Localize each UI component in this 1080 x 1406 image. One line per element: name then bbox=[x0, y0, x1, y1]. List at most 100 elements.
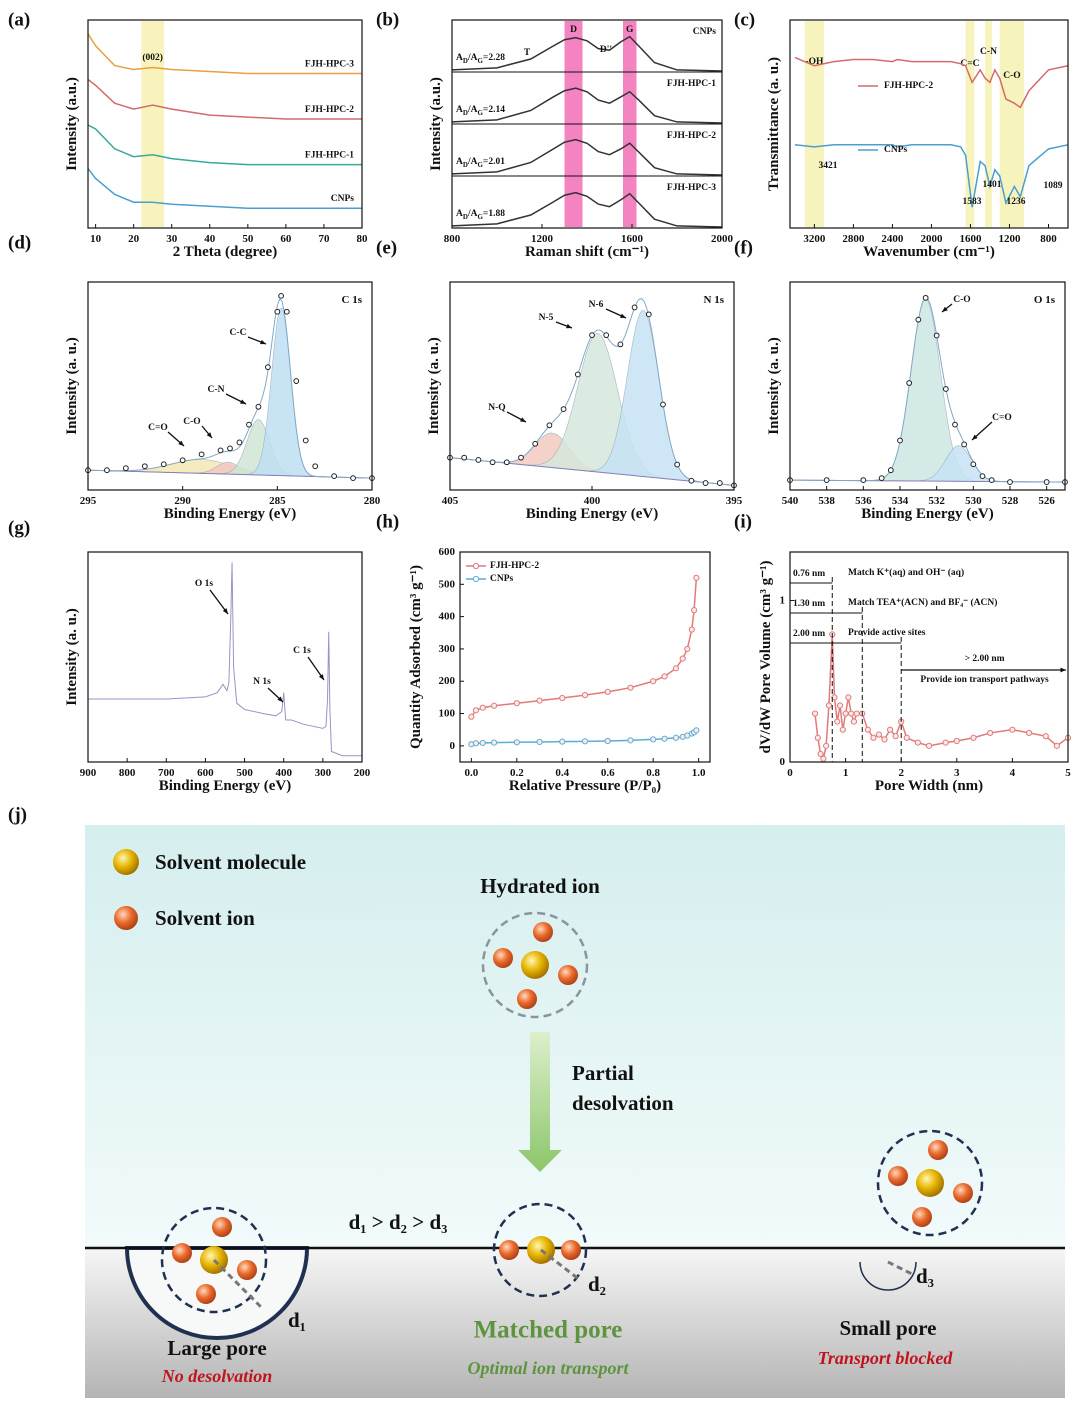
data-point bbox=[1053, 742, 1060, 749]
x-tick-label: 1.0 bbox=[692, 767, 706, 779]
data-point bbox=[922, 294, 929, 301]
legend-marker bbox=[472, 575, 480, 583]
ratio-part: D bbox=[463, 57, 468, 65]
annotation: 3421 bbox=[819, 161, 838, 171]
plot-frame bbox=[789, 19, 1069, 229]
chart-title: C 1s bbox=[342, 294, 363, 306]
diameter-line bbox=[540, 1248, 581, 1282]
marker-label: 0.76 nm bbox=[793, 569, 825, 579]
data-point bbox=[559, 694, 566, 702]
series-line bbox=[87, 78, 362, 120]
data-point bbox=[839, 726, 846, 733]
data-point bbox=[490, 702, 498, 709]
pore-note: No desolvation bbox=[161, 1366, 273, 1386]
data-point bbox=[716, 480, 723, 486]
data-point bbox=[674, 461, 681, 468]
annotation: N 1s bbox=[253, 677, 271, 687]
series-label: FJH-HPC-3 bbox=[667, 183, 716, 193]
x-tick-label: 60 bbox=[280, 233, 292, 245]
x-tick-label: 2400 bbox=[881, 233, 904, 245]
series-label: CNPs bbox=[490, 574, 514, 584]
ratio-part: = bbox=[483, 157, 488, 167]
data-point bbox=[179, 457, 186, 464]
data-point bbox=[581, 692, 589, 699]
plot-frame bbox=[87, 19, 363, 229]
y-tick-label: 100 bbox=[439, 708, 456, 720]
solvation-shell bbox=[876, 1129, 984, 1237]
series-line bbox=[87, 124, 362, 166]
data-point bbox=[878, 475, 885, 482]
data-point bbox=[160, 461, 167, 468]
data-point bbox=[198, 451, 205, 458]
data-point bbox=[513, 700, 520, 707]
data-point bbox=[536, 697, 543, 704]
data-point bbox=[513, 739, 520, 746]
data-point bbox=[472, 707, 480, 714]
arrow-head bbox=[222, 608, 228, 614]
data-point bbox=[952, 421, 958, 428]
x-tick-label: 30 bbox=[166, 233, 178, 245]
peak-label: C-O bbox=[953, 295, 970, 305]
band-label: -OH bbox=[805, 57, 824, 67]
data-point bbox=[532, 440, 539, 447]
arrow-head bbox=[206, 432, 212, 438]
x-axis-label: 2 Theta (degree) bbox=[173, 244, 277, 260]
x-tick-label: 395 bbox=[726, 495, 743, 507]
pore-note: Transport blocked bbox=[818, 1348, 954, 1368]
series-line bbox=[87, 33, 362, 75]
series-line bbox=[451, 138, 723, 176]
data-point bbox=[312, 463, 319, 470]
chart-title: N 1s bbox=[704, 294, 725, 306]
data-point bbox=[970, 734, 977, 741]
x-tick-label: 280 bbox=[364, 495, 381, 507]
particle bbox=[493, 948, 513, 968]
arrow-head bbox=[566, 323, 572, 329]
x-tick-label: 4 bbox=[1010, 767, 1016, 779]
marker-label: 1.30 nm bbox=[793, 599, 825, 609]
band bbox=[804, 21, 825, 227]
legend-marker bbox=[472, 562, 480, 570]
x-axis-label: Binding Energy (eV) bbox=[159, 778, 292, 794]
data-point bbox=[892, 733, 899, 740]
particle bbox=[928, 1140, 948, 1160]
y-axis-label: Intensity (a.u.) bbox=[428, 77, 444, 171]
x-tick-label: 2000 bbox=[920, 233, 943, 245]
band-label: C-N bbox=[980, 47, 997, 57]
panel-label: (a) bbox=[8, 10, 30, 31]
x-tick-label: 700 bbox=[158, 767, 175, 779]
panel-label: (e) bbox=[376, 238, 397, 259]
x-tick-label: 0.0 bbox=[464, 767, 478, 779]
data-point bbox=[906, 380, 913, 386]
range-label: > 2.00 nm bbox=[965, 654, 1005, 664]
relation-label: d₁ > d₂ > d₃ bbox=[349, 1210, 448, 1234]
series-line bbox=[451, 35, 723, 72]
annotation: 1583 bbox=[963, 197, 982, 207]
data-point bbox=[845, 694, 852, 701]
x-tick-label: 0.6 bbox=[601, 767, 615, 779]
plot-frame bbox=[451, 19, 723, 229]
pore-name: Matched pore bbox=[474, 1317, 623, 1344]
particle bbox=[888, 1166, 908, 1186]
y-tick-label: 200 bbox=[439, 675, 456, 687]
panel-label: (j) bbox=[8, 805, 27, 826]
peak-label: C=O bbox=[148, 423, 168, 433]
range-note: Provide ion transport pathways bbox=[920, 675, 1049, 685]
series-line bbox=[87, 168, 362, 209]
series-label: FJH-HPC-2 bbox=[667, 131, 716, 141]
ratio-part: = bbox=[483, 209, 488, 219]
ratio-value: 2.28 bbox=[488, 53, 505, 63]
particle bbox=[114, 906, 138, 930]
data-point bbox=[227, 445, 233, 452]
ratio-part: /A bbox=[467, 209, 478, 219]
x-tick-label: 0.4 bbox=[555, 767, 569, 779]
x-tick-label: 526 bbox=[1038, 495, 1055, 507]
data-point bbox=[942, 386, 949, 392]
data-point bbox=[617, 341, 624, 348]
particle bbox=[113, 849, 139, 875]
data-point bbox=[283, 308, 290, 315]
data-point bbox=[490, 739, 498, 746]
x-tick-label: 0 bbox=[787, 767, 793, 779]
ratio-part: G bbox=[477, 57, 483, 65]
data-point bbox=[903, 734, 910, 741]
